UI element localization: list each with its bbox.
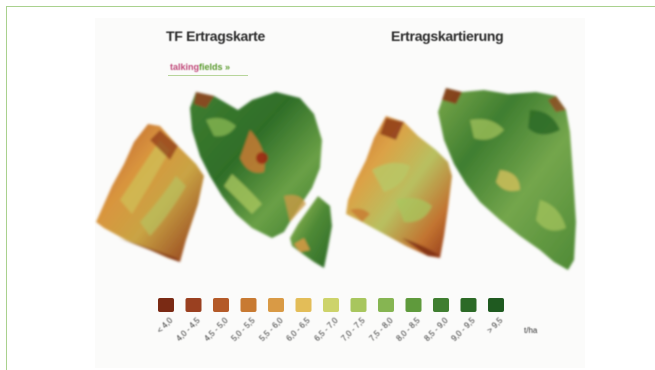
legend-swatch [268, 298, 284, 312]
frame-left-border [6, 6, 7, 370]
logo-suffix: » [225, 62, 231, 72]
right-map-title: Ertragskartierung [391, 28, 504, 44]
legend-swatches [158, 298, 504, 312]
logo-part1: talking [170, 62, 200, 72]
legend-swatch [240, 298, 257, 312]
legend-unit: t/ha [524, 326, 538, 335]
left-field-a [96, 124, 204, 262]
legend-swatch [213, 298, 229, 312]
legend-swatch [460, 298, 477, 312]
frame-top-border [6, 6, 655, 7]
logo-part2: fields [199, 62, 223, 72]
legend-swatch [433, 298, 449, 312]
legend-swatch [378, 298, 394, 312]
legend-swatch [295, 298, 312, 312]
legend-swatch [323, 298, 339, 312]
legend-swatch [405, 298, 422, 312]
logo-underline [168, 75, 248, 76]
right-yield-map [346, 88, 576, 270]
legend-swatch [350, 298, 367, 312]
right-field-a [346, 116, 452, 258]
left-yield-map [96, 92, 332, 268]
legend-swatch [158, 298, 174, 312]
legend-swatch [185, 298, 202, 312]
talkingfields-logo: talkingfields » [170, 62, 230, 76]
left-map-title: TF Ertragskarte [166, 28, 265, 44]
legend-swatch [488, 298, 504, 312]
